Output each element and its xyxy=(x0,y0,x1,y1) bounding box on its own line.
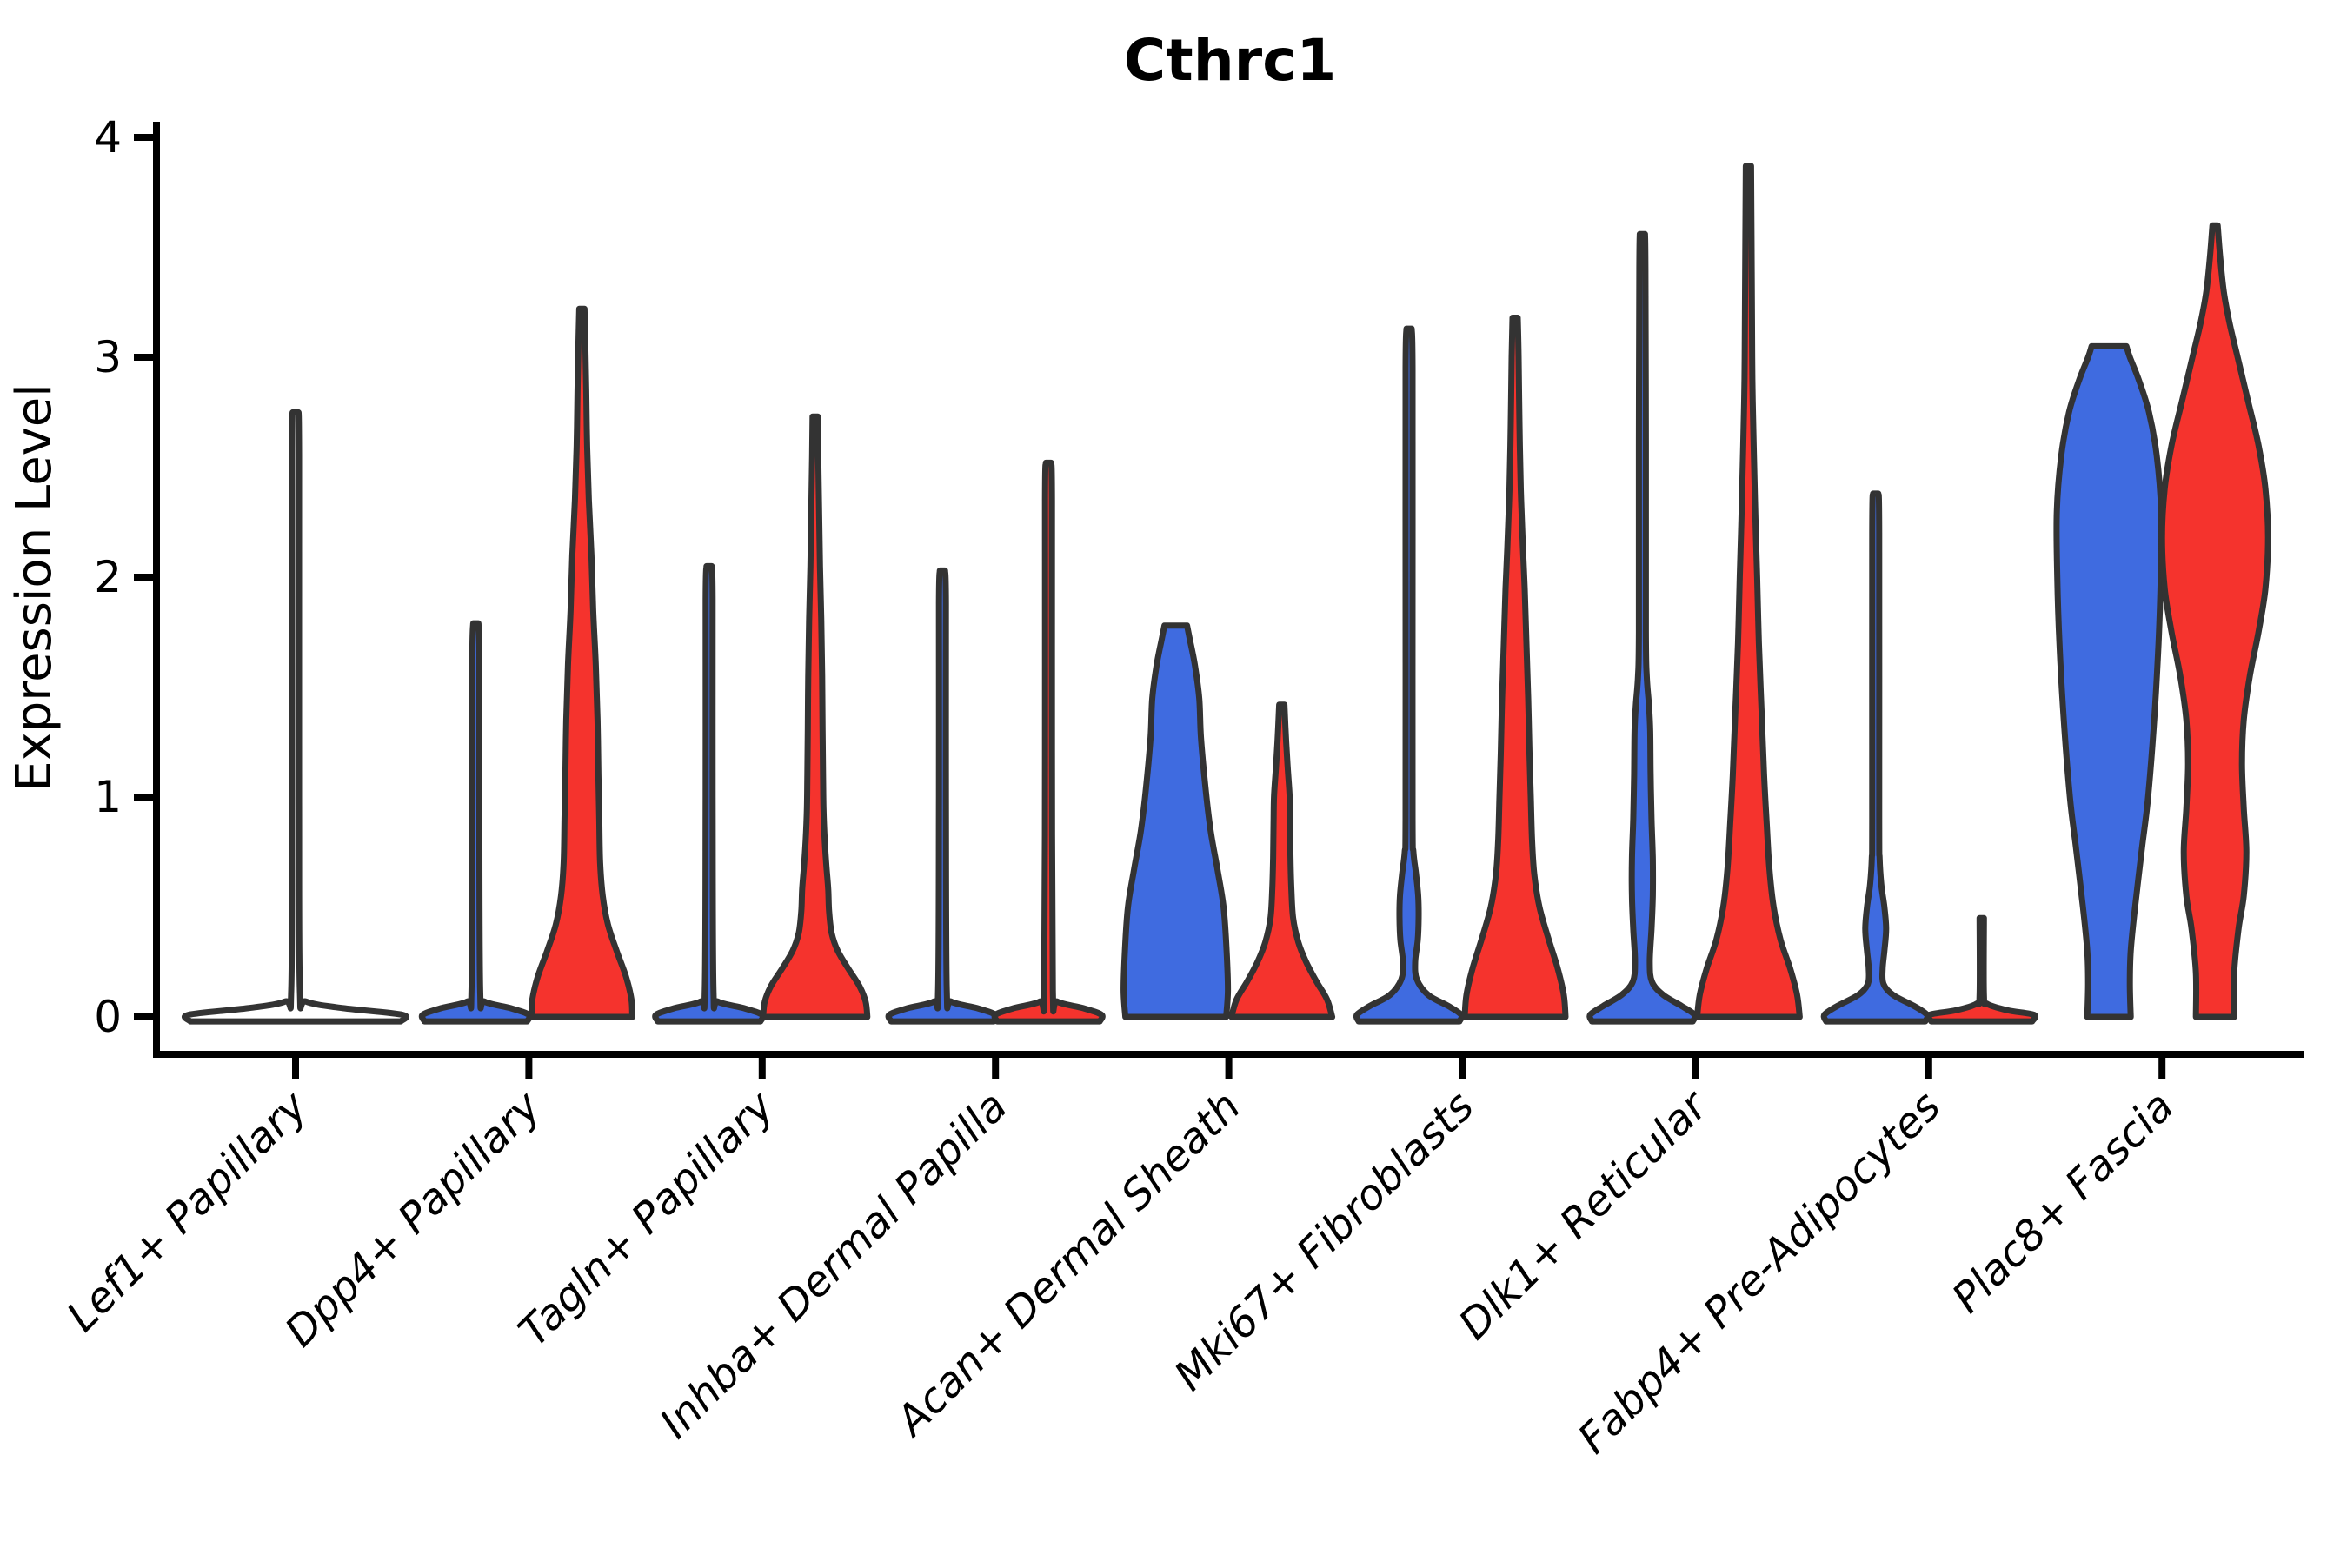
y-tick-label-0: 0 xyxy=(94,992,122,1042)
violins-layer xyxy=(182,163,2271,1025)
violin-plac8-blue xyxy=(2053,342,2164,1020)
violin-plac8-red xyxy=(2158,222,2271,1020)
violin-lef1-single xyxy=(182,409,409,1025)
x-tick-label-3: Tagln+ Papillary xyxy=(509,1081,784,1356)
x-tick-label-1: Lef1+ Papillary xyxy=(57,1081,317,1341)
violin-tagln-blue xyxy=(652,562,767,1025)
violin-dlk1-blue xyxy=(1586,230,1699,1025)
y-axis-label: Expression Level xyxy=(6,383,63,792)
violin-mki67-red xyxy=(1461,315,1569,1020)
y-tick-label-3: 3 xyxy=(94,332,122,382)
y-tick-label-4: 4 xyxy=(94,112,122,163)
violin-mki67-blue xyxy=(1353,325,1466,1025)
violin-tagln-red xyxy=(760,413,871,1020)
y-tick-label-1: 1 xyxy=(94,772,122,822)
violin-acan-blue xyxy=(1120,622,1232,1020)
violin-inhba-blue xyxy=(885,567,1000,1025)
y-tick-label-2: 2 xyxy=(94,552,122,602)
x-tick-label-7: Dlk1+ Reticular xyxy=(1450,1080,1719,1350)
axes-layer xyxy=(134,122,2304,1079)
chart-title: Cthrc1 xyxy=(1124,27,1337,94)
violin-dlk1-red xyxy=(1693,163,1803,1020)
x-tick-label-2: Dpp4+ Papillary xyxy=(276,1081,550,1356)
violin-dot-3 xyxy=(1977,920,1986,929)
violin-fabp4-blue xyxy=(1820,490,1931,1025)
x-tick-label-9: Plac8+ Fascia xyxy=(1943,1082,2184,1323)
violin-dpp4-blue xyxy=(418,620,533,1025)
violin-inhba-red xyxy=(991,459,1106,1025)
violin-dot-1 xyxy=(1977,966,1986,975)
violin-acan-red xyxy=(1228,701,1336,1020)
axis-spines xyxy=(153,122,2304,1058)
violin-dot-2 xyxy=(1977,940,1986,949)
violin-dpp4-red xyxy=(528,305,635,1020)
